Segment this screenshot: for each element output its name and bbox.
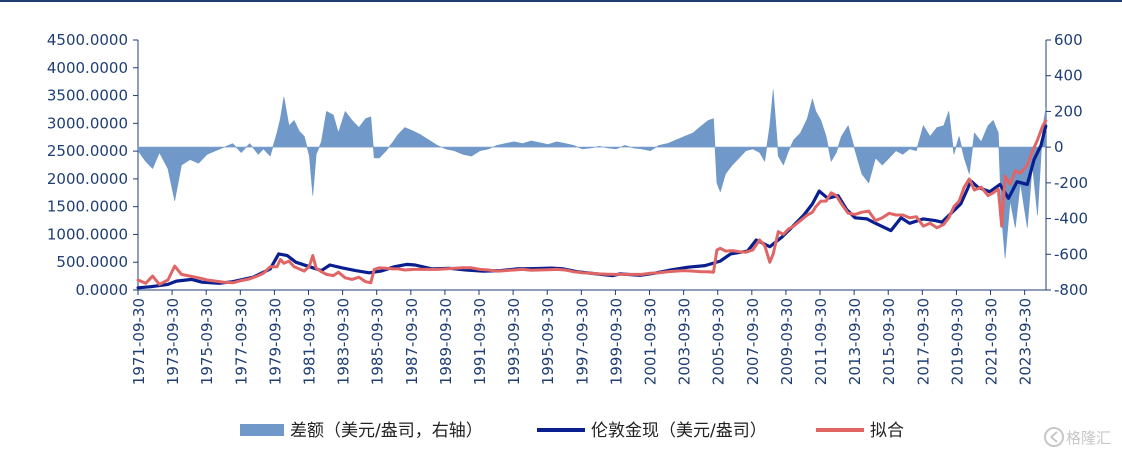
x-tick-label: 2015-09-30 xyxy=(880,298,898,385)
x-tick-label: 1975-09-30 xyxy=(198,298,216,385)
x-tick-label: 1977-09-30 xyxy=(232,298,250,385)
x-tick-label: 2001-09-30 xyxy=(642,298,660,385)
x-tick-label: 1973-09-30 xyxy=(164,298,182,385)
top-rule xyxy=(0,0,1122,2)
watermark-logo-mark xyxy=(1050,431,1058,443)
x-tick-label: 2011-09-30 xyxy=(812,298,830,385)
tick-layer: 4500.00004000.00003500.00003000.00002500… xyxy=(47,31,1088,385)
legend-label: 差额（美元/盎司，右轴） xyxy=(290,421,483,441)
x-tick-label: 1989-09-30 xyxy=(437,298,455,385)
left-tick-label: 3000.0000 xyxy=(47,114,128,132)
left-tick-label: 0.0000 xyxy=(76,281,129,299)
series-line-2 xyxy=(136,119,1048,286)
area-layer xyxy=(137,89,1047,259)
x-tick-label: 1999-09-30 xyxy=(607,298,625,385)
right-tick-label: -800 xyxy=(1054,281,1088,299)
right-tick-label: -200 xyxy=(1054,174,1088,192)
legend-label: 伦敦金现（美元/盎司） xyxy=(591,421,767,441)
x-tick-label: 1979-09-30 xyxy=(266,298,284,385)
x-tick-label: 2007-09-30 xyxy=(744,298,762,385)
series-area-0 xyxy=(137,89,1047,259)
left-tick-label: 2000.0000 xyxy=(47,170,128,188)
left-tick-label: 4000.0000 xyxy=(47,59,128,77)
right-tick-label: -600 xyxy=(1054,245,1088,263)
x-tick-label: 2003-09-30 xyxy=(676,298,694,385)
axes-layer xyxy=(137,40,1047,291)
x-tick-label: 2021-09-30 xyxy=(983,298,1001,385)
legend-swatch-area xyxy=(240,424,284,436)
left-tick-label: 1000.0000 xyxy=(47,225,128,243)
x-tick-label: 1985-09-30 xyxy=(369,298,387,385)
x-tick-label: 1997-09-30 xyxy=(573,298,591,385)
right-tick-label: 0 xyxy=(1054,138,1064,156)
watermark: 格隆汇 xyxy=(1044,427,1111,447)
x-tick-label: 1987-09-30 xyxy=(403,298,421,385)
left-tick-label: 500.0000 xyxy=(56,253,128,271)
x-tick-label: 1993-09-30 xyxy=(505,298,523,385)
watermark-logo-icon xyxy=(1044,427,1064,447)
x-tick-label: 2013-09-30 xyxy=(846,298,864,385)
watermark-text: 格隆汇 xyxy=(1066,429,1111,447)
x-tick-label: 2019-09-30 xyxy=(948,298,966,385)
right-tick-label: -400 xyxy=(1054,210,1088,228)
x-tick-label: 1983-09-30 xyxy=(335,298,353,385)
left-tick-label: 2500.0000 xyxy=(47,142,128,160)
left-tick-label: 3500.0000 xyxy=(47,87,128,105)
series-line-1 xyxy=(136,124,1048,290)
left-tick-label: 4500.0000 xyxy=(47,31,128,49)
x-tick-label: 2017-09-30 xyxy=(914,298,932,385)
x-tick-label: 2023-09-30 xyxy=(1017,298,1035,385)
right-tick-label: 200 xyxy=(1054,102,1083,120)
x-tick-label: 1971-09-30 xyxy=(130,298,148,385)
x-tick-label: 1991-09-30 xyxy=(471,298,489,385)
lines-layer xyxy=(136,119,1048,290)
legend: 差额（美元/盎司，右轴） 伦敦金现（美元/盎司） 拟合 xyxy=(240,421,904,441)
left-tick-label: 1500.0000 xyxy=(47,198,128,216)
x-tick-label: 1981-09-30 xyxy=(301,298,319,385)
x-tick-label: 2005-09-30 xyxy=(710,298,728,385)
legend-label: 拟合 xyxy=(870,421,904,441)
right-tick-label: 600 xyxy=(1054,31,1083,49)
x-tick-label: 1995-09-30 xyxy=(539,298,557,385)
right-tick-label: 400 xyxy=(1054,67,1083,85)
x-tick-label: 2009-09-30 xyxy=(778,298,796,385)
